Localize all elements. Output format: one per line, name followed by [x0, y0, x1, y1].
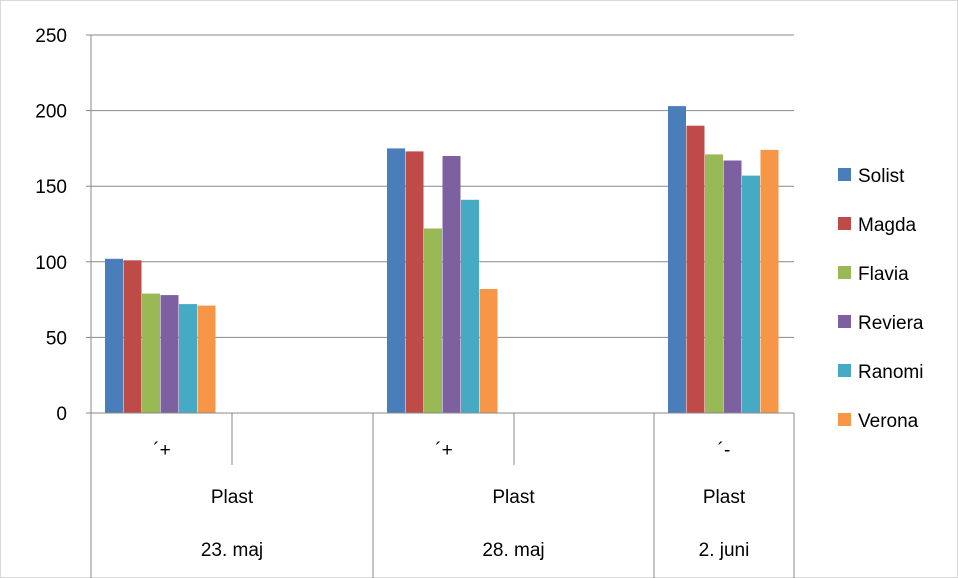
- bar-flavia: [705, 154, 723, 413]
- bar-solist: [387, 148, 405, 413]
- y-tick-labels: 0 50 100 150 200 250: [35, 26, 67, 425]
- legend-swatch-verona: [838, 413, 851, 426]
- legend-swatch-ranomi: [838, 364, 851, 377]
- x-category-level3: 28. maj: [482, 540, 544, 561]
- bar-magda: [405, 151, 424, 413]
- bar-verona: [760, 149, 779, 413]
- x-category-level2: Plast: [492, 487, 535, 508]
- bars: [105, 106, 779, 413]
- bar-verona: [479, 289, 498, 413]
- legend-label-verona: Verona: [858, 411, 919, 432]
- legend-swatch-solist: [838, 168, 851, 181]
- bar-reviera: [723, 160, 742, 413]
- y-tick-label: 150: [35, 177, 67, 198]
- x-category-level1: ´+: [435, 440, 452, 461]
- bar-flavia: [424, 228, 442, 413]
- bar-magda: [686, 125, 705, 413]
- legend-swatch-reviera: [838, 315, 851, 328]
- bar-solist: [668, 106, 686, 413]
- bar-verona: [197, 305, 216, 413]
- x-category-level3: 23. maj: [201, 540, 263, 561]
- bar-flavia: [142, 293, 160, 413]
- bar-ranomi: [461, 199, 479, 413]
- x-category-level2: Plast: [211, 487, 254, 508]
- legend-swatch-magda: [838, 217, 851, 230]
- bar-ranomi: [742, 175, 760, 413]
- legend-label-magda: Magda: [858, 215, 917, 236]
- y-tick-label: 50: [46, 328, 67, 349]
- legend-label-reviera: Reviera: [858, 313, 924, 334]
- x-category-labels: ´+ Plast 23. maj ´+ Plast 28. maj ´- Plast 2. ju…: [153, 440, 749, 561]
- bar-magda: [123, 260, 142, 413]
- bar-reviera: [442, 156, 461, 413]
- x-category-level1: ´+: [153, 440, 170, 461]
- y-tick-label: 200: [35, 102, 67, 123]
- x-category-level3: 2. juni: [699, 540, 750, 561]
- y-tick-label: 0: [56, 404, 67, 425]
- legend-swatch-flavia: [838, 266, 851, 279]
- x-category-level2: Plast: [703, 487, 746, 508]
- legend-label-flavia: Flavia: [858, 264, 909, 285]
- legend: Solist Magda Flavia Reviera Ranomi Verona: [838, 166, 924, 432]
- axes: [86, 34, 795, 578]
- bar-solist: [105, 258, 123, 413]
- x-category-level1: ´-: [718, 440, 731, 461]
- y-tick-label: 250: [35, 26, 67, 47]
- legend-label-solist: Solist: [858, 166, 905, 187]
- y-tick-label: 100: [35, 253, 67, 274]
- bar-reviera: [160, 295, 179, 413]
- bar-ranomi: [179, 304, 197, 413]
- legend-label-ranomi: Ranomi: [858, 362, 923, 383]
